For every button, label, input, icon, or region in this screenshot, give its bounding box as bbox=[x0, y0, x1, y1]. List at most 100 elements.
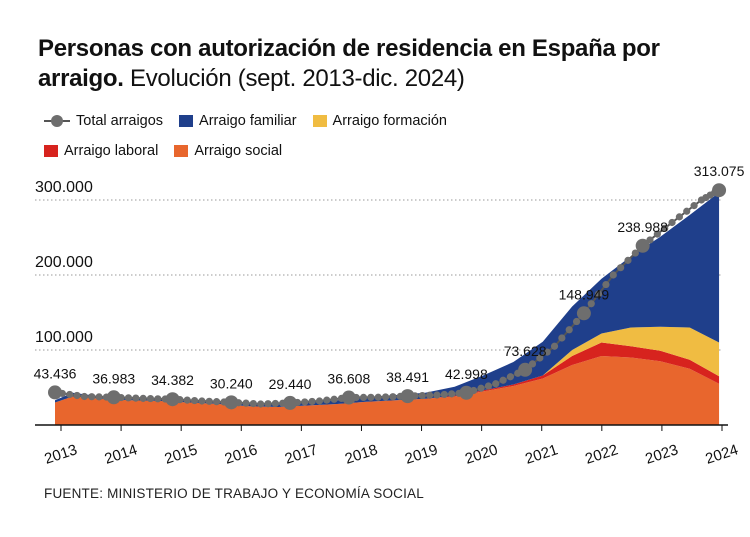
total-annotated-point bbox=[341, 390, 356, 405]
x-tick-label: 2020 bbox=[463, 441, 500, 467]
total-small-point bbox=[550, 342, 559, 350]
total-small-point bbox=[617, 264, 625, 272]
x-tick-label: 2019 bbox=[403, 441, 440, 467]
legend-swatch-familiar bbox=[179, 115, 194, 127]
total-small-point bbox=[558, 334, 566, 342]
total-small-point bbox=[477, 384, 485, 392]
total-annotated-point bbox=[459, 385, 474, 400]
total-small-point bbox=[264, 400, 272, 408]
legend-label-laboral: Arraigo laboral bbox=[64, 143, 159, 159]
legend-row-2: Arraigo laboral Arraigo social bbox=[44, 140, 704, 162]
total-annotated-point bbox=[400, 389, 415, 404]
legend-item-total: Total arraigos bbox=[44, 113, 163, 129]
total-small-point bbox=[154, 395, 162, 403]
area-arraigo-social bbox=[55, 356, 720, 425]
total-value-label: 38.491 bbox=[386, 369, 429, 385]
total-small-point bbox=[418, 391, 426, 400]
total-small-point bbox=[492, 380, 500, 388]
legend-item-laboral: Arraigo laboral bbox=[44, 143, 158, 159]
x-tick-label: 2024 bbox=[703, 441, 740, 467]
total-small-point bbox=[374, 393, 382, 401]
total-small-point bbox=[602, 280, 610, 289]
total-small-point bbox=[132, 394, 140, 402]
total-annotated-point bbox=[165, 392, 180, 407]
total-small-point bbox=[205, 397, 213, 405]
total-small-point bbox=[330, 395, 338, 403]
x-tick-label: 2014 bbox=[102, 441, 139, 467]
x-tick-label: 2016 bbox=[223, 441, 260, 467]
total-small-point bbox=[536, 354, 544, 362]
total-annotated-point bbox=[518, 362, 533, 377]
total-small-point bbox=[183, 396, 191, 404]
legend-label-total: Total arraigos bbox=[76, 113, 164, 129]
chart-legend: Total arraigos Arraigo familiar Arraigo … bbox=[44, 110, 704, 170]
total-small-point bbox=[565, 326, 573, 334]
total-small-point bbox=[440, 390, 448, 399]
x-tick-label: 2018 bbox=[343, 441, 380, 467]
total-value-label: 34.382 bbox=[151, 372, 194, 388]
total-small-point bbox=[249, 399, 257, 408]
legend-item-formacion: Arraigo formación bbox=[312, 113, 447, 129]
area-arraigo-formación bbox=[55, 326, 720, 407]
total-value-label: 73.628 bbox=[504, 343, 547, 359]
total-small-point bbox=[323, 396, 331, 404]
total-small-point bbox=[587, 300, 595, 308]
y-tick-label: 100.000 bbox=[35, 329, 93, 346]
total-annotated-point bbox=[635, 238, 650, 253]
x-tick-label: 2017 bbox=[283, 441, 320, 467]
total-small-point bbox=[675, 213, 683, 221]
total-small-point bbox=[661, 224, 669, 232]
total-small-point bbox=[624, 256, 632, 264]
legend-swatch-laboral bbox=[44, 145, 58, 157]
total-value-label: 36.983 bbox=[92, 370, 135, 386]
total-small-point bbox=[271, 399, 279, 408]
total-small-point bbox=[433, 391, 441, 399]
total-small-point bbox=[448, 390, 456, 398]
x-tick-label: 2022 bbox=[583, 441, 620, 467]
total-small-point bbox=[213, 398, 221, 406]
total-small-point bbox=[381, 393, 390, 401]
legend-line-dot-icon bbox=[44, 114, 70, 128]
total-small-point bbox=[426, 391, 434, 399]
legend-label-familiar: Arraigo familiar bbox=[199, 113, 297, 129]
chart-title: Personas con autorización de residencia … bbox=[38, 34, 718, 94]
total-value-label: 29.440 bbox=[269, 376, 312, 392]
total-small-point bbox=[80, 392, 88, 401]
total-value-label: 42.998 bbox=[445, 366, 488, 382]
chart-title-subtitle: Evolución (sept. 2013-dic. 2024) bbox=[130, 65, 465, 92]
total-small-point bbox=[198, 397, 206, 405]
total-small-point bbox=[359, 393, 368, 401]
legend-row-1: Total arraigos Arraigo familiar Arraigo … bbox=[44, 110, 704, 132]
total-small-point bbox=[690, 202, 698, 210]
total-small-point bbox=[572, 317, 581, 326]
x-tick-label: 2013 bbox=[42, 441, 79, 467]
total-small-point bbox=[95, 393, 103, 401]
total-value-label: 43.436 bbox=[34, 365, 77, 381]
legend-swatch-formacion bbox=[312, 115, 327, 127]
legend-item-familiar: Arraigo familiar bbox=[179, 113, 297, 129]
total-small-point bbox=[88, 393, 96, 401]
total-small-point bbox=[543, 348, 551, 356]
total-small-point bbox=[257, 400, 265, 408]
total-small-point bbox=[499, 376, 507, 384]
total-small-point bbox=[315, 397, 324, 405]
total-small-point bbox=[146, 394, 155, 403]
total-annotated-point bbox=[224, 395, 239, 410]
total-small-point bbox=[609, 271, 617, 279]
total-small-point bbox=[190, 396, 199, 405]
total-small-point bbox=[73, 391, 81, 400]
y-tick-label: 300.000 bbox=[35, 179, 93, 196]
total-small-point bbox=[506, 373, 515, 381]
y-tick-label: 200.000 bbox=[35, 254, 93, 271]
total-value-label: 30.240 bbox=[210, 375, 253, 391]
total-small-point bbox=[594, 290, 603, 298]
legend-swatch-social bbox=[174, 145, 189, 157]
total-value-label: 238.988 bbox=[617, 219, 668, 235]
x-tick-label: 2015 bbox=[163, 441, 200, 467]
total-small-point bbox=[66, 390, 74, 399]
total-annotated-point bbox=[283, 395, 298, 410]
total-small-point bbox=[301, 398, 309, 406]
source-note: FUENTE: MINISTERIO DE TRABAJO Y ECONOMÍA… bbox=[44, 486, 424, 501]
total-small-point bbox=[484, 382, 493, 390]
